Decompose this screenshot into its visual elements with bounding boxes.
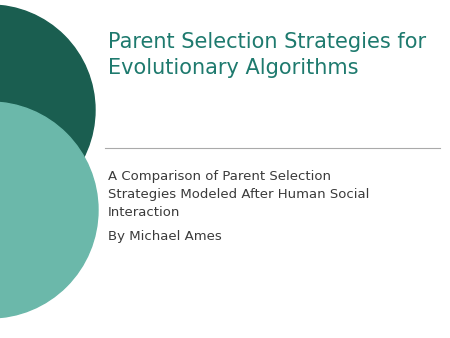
- Text: By Michael Ames: By Michael Ames: [108, 230, 222, 243]
- Text: Parent Selection Strategies for
Evolutionary Algorithms: Parent Selection Strategies for Evolutio…: [108, 32, 426, 78]
- Circle shape: [0, 5, 95, 215]
- Text: A Comparison of Parent Selection
Strategies Modeled After Human Social
Interacti: A Comparison of Parent Selection Strateg…: [108, 170, 369, 219]
- Circle shape: [0, 102, 98, 318]
